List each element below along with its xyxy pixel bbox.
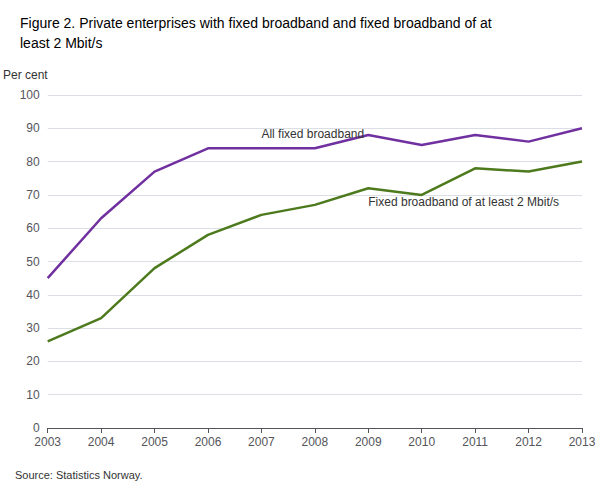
svg-text:least 2 Mbit/s: least 2 Mbit/s	[20, 35, 102, 51]
svg-text:All fixed broadband: All fixed broadband	[261, 127, 364, 141]
svg-text:2003: 2003	[34, 435, 61, 449]
svg-text:2007: 2007	[248, 435, 275, 449]
svg-text:Figure 2. Private enterprises: Figure 2. Private enterprises with fixed…	[20, 15, 492, 31]
svg-text:30: 30	[26, 321, 40, 335]
svg-text:20: 20	[26, 354, 40, 368]
svg-text:50: 50	[26, 255, 40, 269]
svg-text:0: 0	[33, 421, 40, 435]
svg-text:2010: 2010	[408, 435, 435, 449]
svg-text:2009: 2009	[355, 435, 382, 449]
svg-text:Source: Statistics Norway.: Source: Statistics Norway.	[15, 469, 143, 481]
svg-text:2004: 2004	[88, 435, 115, 449]
svg-text:40: 40	[26, 288, 40, 302]
svg-text:2013: 2013	[569, 435, 596, 449]
svg-text:60: 60	[26, 221, 40, 235]
svg-text:Fixed broadband of at least 2: Fixed broadband of at least 2 Mbit/s	[368, 195, 559, 209]
svg-text:10: 10	[26, 388, 40, 402]
svg-text:100: 100	[20, 88, 40, 102]
svg-text:90: 90	[26, 121, 40, 135]
svg-text:80: 80	[26, 155, 40, 169]
svg-text:2008: 2008	[301, 435, 328, 449]
svg-text:Per cent: Per cent	[3, 68, 48, 82]
svg-text:2011: 2011	[462, 435, 488, 449]
svg-text:2006: 2006	[195, 435, 222, 449]
svg-text:2005: 2005	[141, 435, 168, 449]
svg-text:70: 70	[26, 188, 40, 202]
svg-text:2012: 2012	[515, 435, 542, 449]
